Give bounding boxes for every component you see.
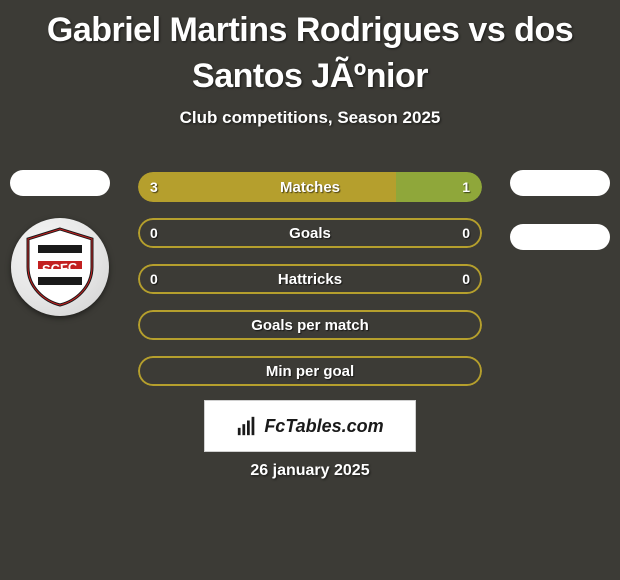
stat-label: Goals per match: [138, 310, 482, 340]
stat-value-p1: 0: [150, 218, 158, 248]
stat-value-p1: 3: [150, 172, 158, 202]
stat-label: Min per goal: [138, 356, 482, 386]
svg-text:SCFC: SCFC: [42, 260, 79, 277]
stat-row: Hattricks0 0: [138, 264, 482, 294]
player1-column: SCFC: [0, 170, 120, 316]
player2-badge: [510, 170, 610, 196]
player2-club-badge: [510, 224, 610, 250]
stat-label: Goals: [138, 218, 482, 248]
brand-text: FcTables.com: [264, 416, 383, 437]
page-subtitle: Club competitions, Season 2025: [0, 108, 620, 128]
footer-date: 26 january 2025: [0, 462, 620, 480]
stat-value-p2: 0: [462, 264, 470, 294]
stat-row: Matches3 1: [138, 172, 482, 202]
stat-bars: Matches31Goals00Hattricks00Goals per mat…: [138, 172, 482, 402]
stat-value-p2: 0: [462, 218, 470, 248]
page-title: Gabriel Martins Rodrigues vs dos Santos …: [0, 0, 620, 100]
shield-icon: SCFC: [24, 227, 96, 307]
player1-club-crest: SCFC: [11, 218, 109, 316]
stat-row: Goals0 0: [138, 218, 482, 248]
stat-row: Min per goal: [138, 356, 482, 386]
player2-column: [500, 170, 620, 250]
player1-badge: [10, 170, 110, 196]
stat-label: Hattricks: [138, 264, 482, 294]
stat-label: Matches: [138, 172, 482, 202]
stat-value-p2: 1: [462, 172, 470, 202]
comparison-card: Gabriel Martins Rodrigues vs dos Santos …: [0, 0, 620, 580]
stat-row: Goals per match: [138, 310, 482, 340]
bar-chart-icon: [236, 415, 258, 437]
brand-box[interactable]: FcTables.com: [204, 400, 416, 452]
stat-value-p1: 0: [150, 264, 158, 294]
